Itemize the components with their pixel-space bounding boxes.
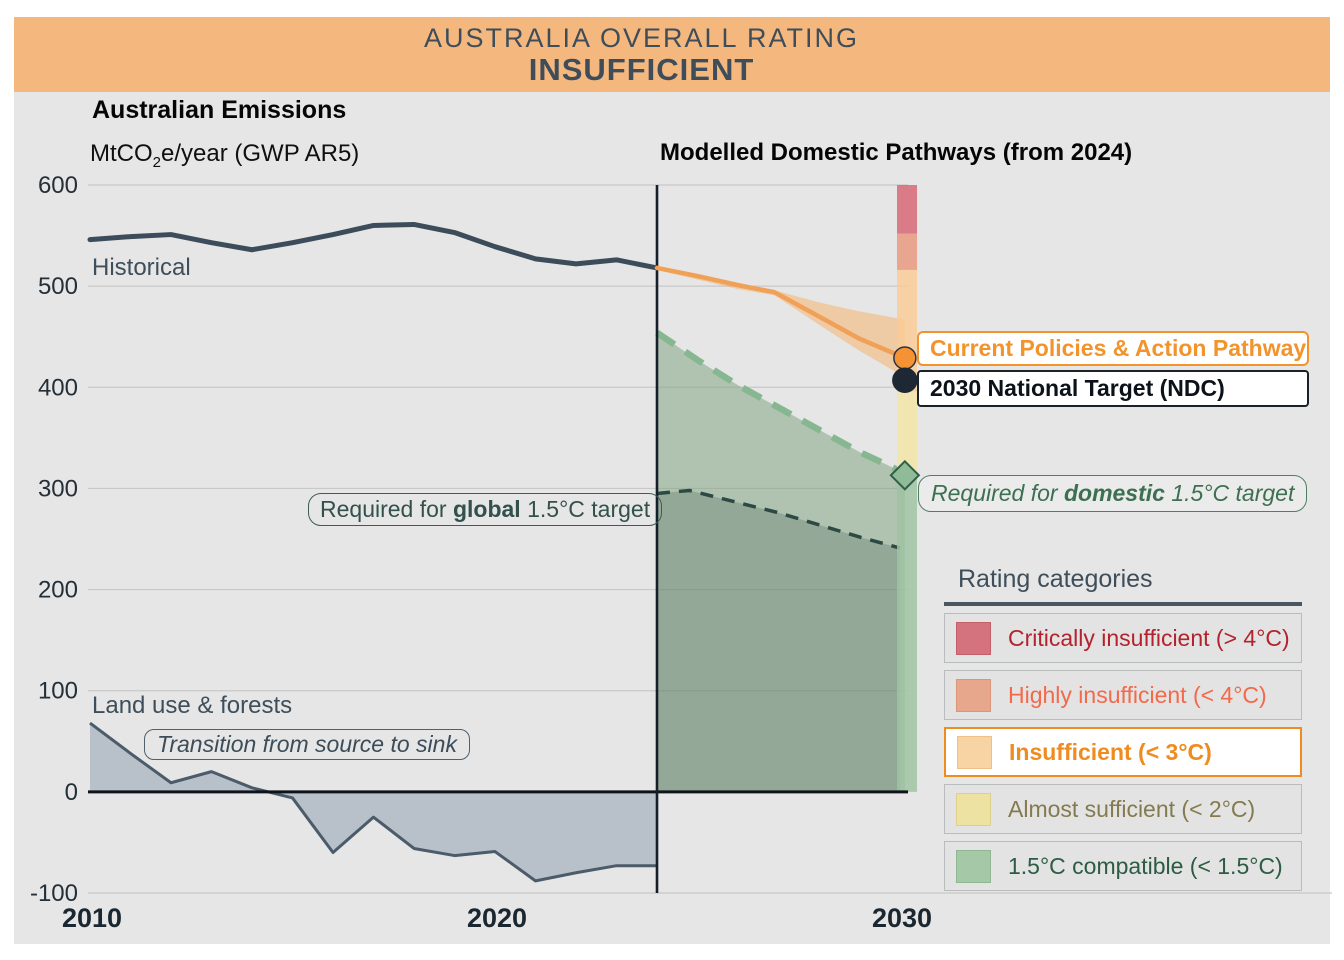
legend-item-1: Critically insufficient (> 4°C): [944, 613, 1302, 663]
banner-rating-line: INSUFFICIENT: [528, 51, 755, 87]
domestic-15C-dashed-line: [655, 329, 907, 477]
global-pathway-fill: [657, 490, 900, 792]
current-policies-label: Current Policies & Action Pathway: [917, 331, 1309, 366]
ndc-target-label: 2030 National Target (NDC): [917, 370, 1309, 407]
y-tick-500: 500: [38, 273, 78, 300]
legend-item-label: 1.5°C compatible (< 1.5°C): [1008, 852, 1283, 879]
y-tick--100: -100: [30, 880, 78, 907]
y-tick-200: 200: [38, 577, 78, 604]
y-tick-300: 300: [38, 475, 78, 502]
legend-swatch: [956, 849, 991, 883]
legend-item-label: Insufficient (< 3°C): [1009, 738, 1212, 765]
land-use-label: Land use & forests: [92, 692, 293, 719]
current-policies-band: [657, 265, 905, 378]
legend-swatch: [956, 678, 991, 712]
domestic-target-label: Required for domestic 1.5°C target: [918, 475, 1308, 512]
global-target-bold: global: [452, 496, 521, 522]
rating-bar-segment-4: [897, 391, 917, 476]
land-use-line: [89, 721, 657, 883]
x-tick-2020: 2020: [467, 903, 527, 933]
legend-swatch: [956, 792, 991, 826]
current-policies-line: [654, 265, 908, 361]
legend-underline: [944, 602, 1302, 606]
units-suffix: e/year (GWP AR5): [161, 140, 360, 167]
legend-title: Rating categories: [958, 565, 1153, 593]
legend-item-4: Almost sufficient (< 2°C): [944, 784, 1302, 834]
domestic-target-bold: domestic: [1063, 480, 1165, 506]
global-target-suffix: 1.5°C target: [520, 496, 651, 522]
rating-bar-segment-1: [897, 185, 917, 234]
x-tick-2010: 2010: [62, 903, 122, 933]
y-tick-400: 400: [38, 374, 78, 401]
legend-item-label: Highly insufficient (< 4°C): [1008, 681, 1267, 708]
rating-bar-segment-2: [897, 233, 917, 270]
legend-swatch: [956, 621, 991, 655]
legend-rows: Critically insufficient (> 4°C) Highly in…: [944, 613, 1302, 891]
legend-swatch: [957, 735, 992, 769]
legend-item-label: Almost sufficient (< 2°C): [1008, 795, 1256, 822]
rating-legend: Rating categories Critically insufficien…: [944, 565, 1302, 891]
domestic-target-prefix: Required for: [931, 480, 1064, 506]
chart-units: MtCO2e/year (GWP AR5): [90, 140, 359, 171]
rating-bar-segment-5: [897, 475, 917, 792]
global-target-prefix: Required for: [320, 496, 453, 522]
legend-item-label: Critically insufficient (> 4°C): [1008, 624, 1290, 651]
units-subscript: 2: [152, 153, 162, 171]
legend-item-5: 1.5°C compatible (< 1.5°C): [944, 841, 1302, 891]
rating-banner: AUSTRALIA OVERALL RATING INSUFFICIENT: [14, 17, 1330, 92]
chart-title: Australian Emissions: [92, 96, 347, 124]
y-tick-100: 100: [38, 678, 78, 705]
banner-country-line: AUSTRALIA OVERALL RATING: [423, 22, 860, 53]
y-tick-600: 600: [38, 172, 78, 199]
land-use-fill: [90, 723, 657, 881]
historical-line: [87, 221, 660, 271]
historical-label: Historical: [92, 254, 191, 281]
domestic-15C-2030-marker: [889, 459, 921, 491]
legend-item-2: Highly insufficient (< 4°C): [944, 670, 1302, 720]
global-target-label: Required for global 1.5°C target: [308, 493, 663, 526]
y-tick-0: 0: [65, 779, 78, 806]
ndc-2030-marker: [892, 367, 918, 393]
units-prefix: MtCO: [90, 140, 153, 167]
domestic-pathway-fill: [657, 332, 905, 792]
global-15C-dashed-line: [656, 488, 901, 550]
domestic-target-suffix: 1.5°C target: [1164, 480, 1295, 506]
pathways-title: Modelled Domestic Pathways (from 2024): [660, 139, 1133, 166]
legend-item-3: Insufficient (< 3°C): [944, 727, 1302, 777]
transition-note: Transition from source to sink: [144, 729, 470, 760]
current-policies-2030-marker: [893, 346, 917, 370]
x-tick-2030: 2030: [872, 903, 932, 933]
